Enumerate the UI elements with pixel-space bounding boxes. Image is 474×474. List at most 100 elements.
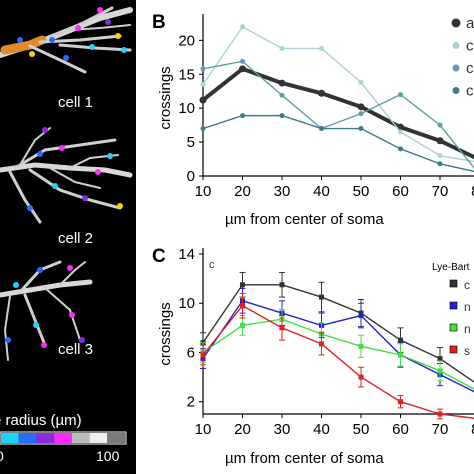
x-tick-label: 80 (471, 183, 474, 200)
data-point (279, 92, 285, 98)
legend-marker (452, 42, 460, 49)
panel-C-chart: C 10 20 30 40 50 60 70 80 2 6 10 14 µm from center of… (152, 246, 474, 467)
colorbar-tick-min: 0 (0, 448, 4, 464)
radius-colorbar (0, 431, 127, 445)
y-tick-label: 0 (187, 168, 195, 185)
data-point (398, 399, 403, 405)
data-point (358, 313, 364, 319)
legend-label: c (464, 278, 470, 292)
data-point (358, 126, 364, 132)
series-3 (200, 113, 474, 173)
series-2 (200, 308, 474, 390)
data-point (199, 96, 207, 104)
data-point (240, 24, 245, 30)
panel-C-letter: C (152, 246, 166, 267)
legend-label: ce (466, 38, 474, 55)
data-point (398, 92, 403, 98)
y-tick-label: 10 (178, 295, 195, 312)
data-point (358, 111, 364, 117)
data-point (200, 352, 206, 358)
x-tick-label: 30 (274, 183, 291, 200)
data-point (358, 343, 364, 349)
x-tick-label: 10 (195, 421, 212, 438)
legend-marker (449, 345, 458, 354)
neuron-cell-3-image (0, 260, 93, 361)
data-point (200, 126, 206, 132)
colorbar-swatch-0 (1, 433, 19, 443)
neuron-tracings (0, 6, 133, 445)
colorbar-swatch-2 (36, 433, 55, 443)
data-point (398, 337, 403, 343)
data-point (278, 79, 286, 87)
data-point (319, 45, 324, 51)
colorbar-swatch-1 (18, 433, 37, 443)
panel-annotation: c (209, 259, 215, 271)
cell-2-label: cell 2 (58, 230, 94, 247)
data-point (279, 282, 285, 288)
legend-marker (451, 18, 461, 28)
x-tick-label: 70 (432, 421, 449, 438)
cell-3-label: cell 3 (58, 341, 94, 358)
series-line (202, 60, 474, 169)
legend-label: n (464, 300, 471, 314)
series-line (202, 114, 474, 173)
series-line (202, 299, 474, 393)
x-axis-label: µm from center of soma (225, 211, 384, 228)
x-tick-label: 80 (471, 421, 474, 438)
data-point (437, 411, 443, 417)
data-point (318, 89, 325, 97)
colorbar-swatch-6 (107, 433, 125, 443)
x-tick-label: 20 (234, 421, 251, 438)
y-axis-label: crossings (157, 302, 174, 365)
legend-label: a (466, 15, 474, 32)
x-tick-label: 70 (432, 183, 449, 200)
x-tick-label: 50 (353, 183, 370, 200)
legend-marker (452, 64, 460, 72)
data-point (239, 65, 246, 73)
series-1 (200, 24, 474, 163)
legend-marker (449, 279, 458, 288)
x-tick-label: 60 (392, 421, 409, 438)
legend-label: s (464, 344, 470, 358)
data-point (200, 81, 206, 87)
y-tick-label: 2 (187, 394, 195, 411)
panel-B-letter: B (152, 12, 166, 33)
colorbar-label: re radius (µm) (0, 412, 82, 429)
x-axis-label: µm from center of soma (225, 450, 384, 467)
x-tick-label: 50 (353, 421, 370, 438)
legend-label: ce (466, 83, 474, 100)
y-tick-label: 6 (187, 344, 195, 361)
colorbar-swatch-3 (54, 433, 72, 443)
data-point (200, 66, 206, 72)
legend-label: n (464, 322, 471, 336)
data-point (279, 113, 285, 119)
data-point (398, 146, 403, 152)
y-tick-label: 5 (187, 134, 195, 151)
data-point (358, 79, 364, 85)
data-point (240, 322, 245, 328)
charts-area: B 10 20 30 40 50 60 70 80 0 5 10 15 20 µm from center … (152, 12, 474, 467)
legend-label: ce (466, 60, 474, 77)
x-tick-label: 30 (274, 421, 291, 438)
y-axis-label: crossings (157, 66, 174, 129)
series-line (202, 318, 474, 390)
y-tick-label: 10 (178, 100, 195, 117)
series-3 (200, 292, 474, 420)
colorbar-swatch-5 (89, 433, 108, 443)
data-point (437, 368, 443, 374)
colorbar-frame (0, 431, 127, 445)
data-point (240, 303, 245, 309)
y-tick-label: 15 (178, 66, 195, 83)
neuron-cell-1-image (0, 6, 133, 74)
legend-marker (449, 323, 458, 332)
x-tick-label: 10 (195, 183, 212, 200)
data-point (398, 352, 403, 358)
colorbar-swatch-4 (71, 433, 90, 443)
y-tick-label: 14 (178, 246, 195, 263)
data-point (319, 126, 324, 132)
data-point (437, 356, 443, 362)
y-tick-label: 20 (178, 32, 195, 49)
x-tick-label: 40 (313, 183, 330, 200)
legend-marker (452, 87, 460, 94)
data-point (240, 282, 245, 288)
